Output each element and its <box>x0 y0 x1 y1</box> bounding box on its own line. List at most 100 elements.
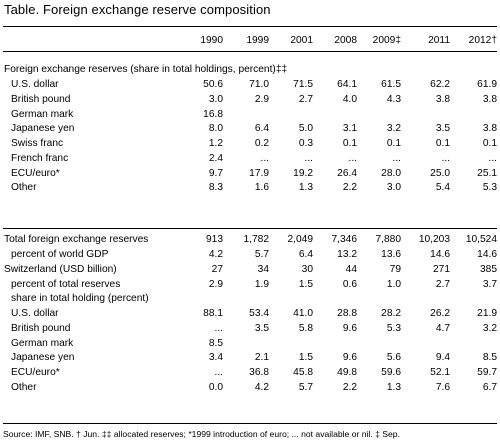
cell-value: 7,346 <box>331 234 358 246</box>
cell-value <box>313 107 357 122</box>
cell-value: 4.2 <box>254 381 269 393</box>
cell-value: 0.3 <box>298 138 313 150</box>
row-label: Japanese yen <box>11 352 75 364</box>
cell-value: 0.1 <box>386 138 401 150</box>
cell-value: 5.8 <box>298 322 313 334</box>
cell-value: 2.7 <box>435 278 450 290</box>
cell-value: 6.7 <box>482 381 497 393</box>
cell-value: 4.3 <box>386 93 401 105</box>
cell-value: 71.5 <box>293 79 313 91</box>
cell-value: 8.5 <box>482 352 497 364</box>
cell-value: 0.2 <box>254 138 269 150</box>
cell-value: ... <box>392 152 402 164</box>
cell-value: 50.6 <box>203 79 223 91</box>
cell-value <box>401 292 450 307</box>
cell-value: 79 <box>389 263 401 275</box>
cell-value: 9.7 <box>208 167 223 179</box>
cell-value: 3.2 <box>386 123 401 135</box>
cell-value: 0.1 <box>482 138 497 150</box>
cell-value: 16.8 <box>203 108 223 120</box>
cell-value: ... <box>214 322 224 334</box>
cell-value <box>357 107 401 122</box>
column-header: 2008 <box>334 35 357 47</box>
cell-value: 52.1 <box>430 367 450 379</box>
cell-value <box>189 292 223 307</box>
column-header: 2009‡ <box>372 35 401 47</box>
cell-value: 5.0 <box>298 123 313 135</box>
cell-value: 1.6 <box>254 182 269 194</box>
cell-value: 8.3 <box>208 182 223 194</box>
cell-value: 2.2 <box>342 381 357 393</box>
cell-value: 5.6 <box>386 352 401 364</box>
cell-value: 0.6 <box>342 278 357 290</box>
cell-value: 59.6 <box>381 367 401 379</box>
cell-value: 53.4 <box>249 308 269 320</box>
cell-value: 9.6 <box>342 322 357 334</box>
cell-value: 2.4 <box>208 152 223 164</box>
cell-value: 59.7 <box>477 367 497 379</box>
row-label: percent of world GDP <box>11 249 109 261</box>
cell-value: 61.5 <box>381 79 401 91</box>
cell-value: 3.2 <box>482 322 497 334</box>
cell-value: ... <box>260 152 270 164</box>
row-label: Other <box>11 381 37 393</box>
table-row: Japanese yen 3.4 2.1 1.5 9.6 5.6 9.4 8.5 <box>3 351 497 366</box>
cell-value: 3.0 <box>208 93 223 105</box>
row-label: ECU/euro* <box>11 167 60 179</box>
cell-value: 10,203 <box>418 234 450 246</box>
cell-value: 2.9 <box>208 278 223 290</box>
cell-value: 28.0 <box>381 167 401 179</box>
cell-value: 17.9 <box>249 167 269 179</box>
cell-value: 25.0 <box>430 167 450 179</box>
cell-value: 28.8 <box>337 308 357 320</box>
cell-value: 3.8 <box>482 93 497 105</box>
column-header: 2012† <box>468 35 497 47</box>
cell-value: 13.2 <box>337 249 357 261</box>
cell-value: 13.6 <box>381 249 401 261</box>
row-label: Switzerland (USD billion) <box>4 263 117 275</box>
cell-value: 25.1 <box>477 167 497 179</box>
row-label: British pound <box>11 322 71 334</box>
cell-value: 10,524 <box>465 234 497 246</box>
cell-value <box>223 292 269 307</box>
cell-value <box>269 336 313 351</box>
table-row: ECU/euro*... 36.8 45.8 49.8 59.6 52.1 59.7 <box>3 366 497 381</box>
header-rule <box>3 51 497 52</box>
row-label: Japanese yen <box>11 123 75 135</box>
cell-value <box>313 336 357 351</box>
table-title: Table. Foreign exchange reserve composit… <box>4 2 271 17</box>
cell-value: 1.3 <box>298 182 313 194</box>
cell-value: 14.6 <box>430 249 450 261</box>
reserve-table-section-1: Foreign exchange reserves (share in tota… <box>3 63 497 196</box>
cell-value: ... <box>214 367 224 379</box>
cell-value: 44 <box>345 263 357 275</box>
cell-value: 30 <box>301 263 313 275</box>
table-row: Other 8.3 1.6 1.3 2.2 3.0 5.4 5.3 <box>3 181 497 196</box>
table-row: German mark 16.8 <box>3 107 497 122</box>
row-label: German mark <box>11 337 74 349</box>
column-header: 1999 <box>246 35 269 47</box>
row-label: percent of total reserves <box>11 278 121 290</box>
cell-value: 385 <box>480 263 497 275</box>
cell-value <box>223 107 269 122</box>
cell-value <box>357 336 401 351</box>
cell-value: 0.0 <box>208 381 223 393</box>
top-rule <box>3 26 497 27</box>
cell-value <box>450 292 497 307</box>
cell-value: 62.2 <box>430 79 450 91</box>
cell-value: 7.6 <box>435 381 450 393</box>
row-label: Other <box>11 182 37 194</box>
cell-value: 3.0 <box>386 182 401 194</box>
table-row: Total foreign exchange reserves 913 1,782 2… <box>3 233 497 248</box>
cell-value: 1.9 <box>254 278 269 290</box>
cell-value: ... <box>348 152 358 164</box>
cell-value: 3.8 <box>482 123 497 135</box>
section-rule <box>3 228 497 229</box>
cell-value: 0.1 <box>342 138 357 150</box>
cell-value: 0.1 <box>435 138 450 150</box>
table-row: British pound... 3.5 5.8 9.6 5.3 4.7 3.2 <box>3 322 497 337</box>
table-row: U.S. dollar 50.6 71.0 71.5 64.1 61.5 62.2 61.9 <box>3 78 497 93</box>
table-row: Switzerland (USD billion) 27 34 30 44 79 271 38… <box>3 263 497 278</box>
row-label: Swiss franc <box>11 138 64 150</box>
cell-value: 61.9 <box>477 79 497 91</box>
